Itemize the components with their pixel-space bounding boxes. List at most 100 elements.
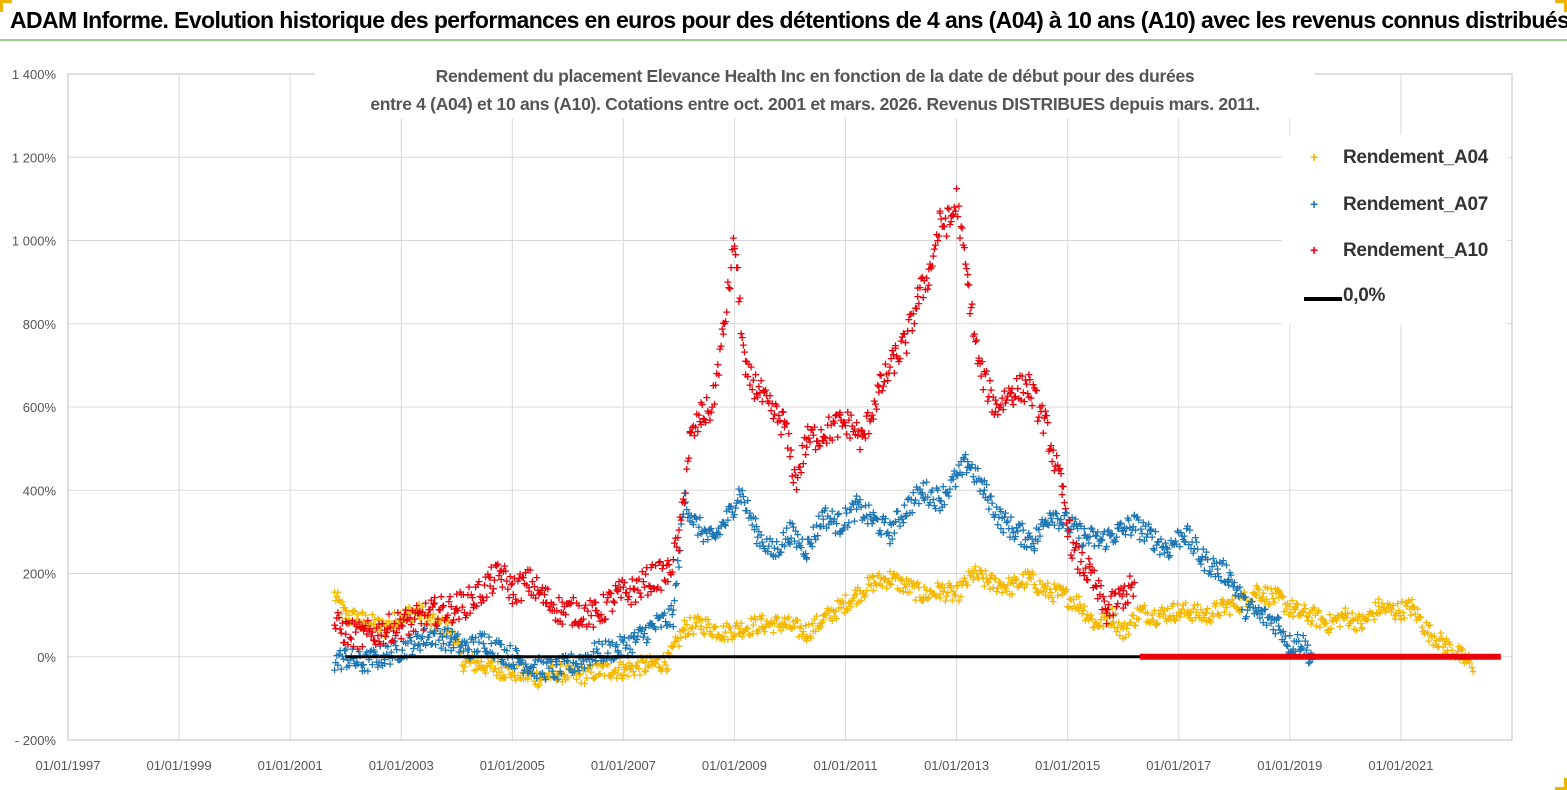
data-point-a10: + [340,636,349,649]
data-point-a10: + [923,283,932,296]
data-point-a07: + [853,496,862,509]
data-point-a04: + [1304,610,1313,623]
data-point-a04: + [1105,610,1114,623]
data-point-a04: + [1465,656,1474,669]
data-point-a10: + [518,571,527,584]
data-point-a04: + [1216,597,1225,610]
data-point-a07: + [809,520,818,533]
data-point-a04: + [347,616,356,629]
data-point-a04: + [474,659,483,672]
data-point-a04: + [400,614,409,627]
data-point-a07: + [1206,568,1215,581]
data-point-a04: + [418,601,427,614]
data-point-a04: + [356,617,365,630]
data-point-a04: + [885,565,894,578]
data-point-a04: + [832,612,841,625]
data-point-a07: + [872,512,881,525]
data-point-a10: + [823,419,832,432]
data-point-a04: + [627,659,636,672]
data-point-a10: + [925,257,934,270]
data-point-a04: + [889,568,898,581]
data-point-a07: + [730,508,739,521]
data-point-a10: + [816,423,825,436]
data-point-a04: + [471,656,480,669]
data-point-a10: + [555,614,564,627]
data-point-a10: + [1092,580,1101,593]
data-point-a10: + [563,597,572,610]
data-point-a04: + [842,602,851,615]
data-point-a04: + [417,607,426,620]
data-point-a07: + [1042,517,1051,530]
data-point-a07: + [450,631,459,644]
data-point-a10: + [1104,598,1113,611]
data-point-a04: + [1155,610,1164,623]
data-point-a10: + [354,615,363,628]
data-point-a04: + [1128,608,1137,621]
data-point-a10: + [998,392,1007,405]
data-point-a07: + [427,638,436,651]
data-point-a04: + [1300,598,1309,611]
data-point-a10: + [1099,590,1108,603]
data-point-a07: + [851,495,860,508]
data-point-a07: + [1210,556,1219,569]
data-point-a07: + [617,648,626,661]
data-point-a10: + [1001,396,1010,409]
data-point-a10: + [332,611,341,624]
data-point-a07: + [1124,514,1133,527]
data-point-a04: + [1154,607,1163,620]
data-point-a04: + [562,660,571,673]
data-point-a04: + [894,570,903,583]
data-point-a07: + [555,665,564,678]
data-point-a07: + [812,519,821,532]
data-point-a04: + [1274,584,1283,597]
data-point-a04: + [902,573,911,586]
data-point-a07: + [821,501,830,514]
data-point-a10: + [891,339,900,352]
data-point-a07: + [568,666,577,679]
data-point-a10: + [799,457,808,470]
data-point-a07: + [862,510,871,523]
data-point-a07: + [1177,530,1186,543]
data-point-a10: + [804,431,813,444]
data-point-a04: + [731,619,740,632]
data-point-a04: + [551,659,560,672]
data-point-a07: + [926,486,935,499]
data-point-a07: + [1044,518,1053,531]
data-point-a10: + [545,604,554,617]
data-point-a10: + [654,556,663,569]
data-point-a04: + [573,664,582,677]
data-point-a04: + [1433,641,1442,654]
data-point-a07: + [1169,537,1178,550]
data-point-a10: + [935,204,944,217]
data-point-a10: + [368,626,377,639]
data-point-a04: + [959,575,968,588]
data-point-a10: + [341,627,350,640]
data-point-a04: + [402,608,411,621]
data-point-a10: + [410,613,419,626]
data-point-a10: + [902,347,911,360]
data-point-a10: + [991,405,1000,418]
data-point-a07: + [334,648,343,661]
data-point-a04: + [1337,608,1346,621]
data-point-a04: + [1001,581,1010,594]
data-point-a10: + [1128,578,1137,591]
data-point-a10: + [1045,443,1054,456]
data-point-a10: + [1065,514,1074,527]
data-point-a04: + [1192,605,1201,618]
data-point-a04: + [1185,606,1194,619]
data-point-a04: + [681,630,690,643]
data-point-a10: + [1009,398,1018,411]
data-point-a10: + [948,209,957,222]
data-point-a04: + [1447,644,1456,657]
data-point-a04: + [1199,607,1208,620]
data-point-a04: + [527,669,536,682]
data-point-a04: + [462,653,471,666]
data-point-a04: + [1341,601,1350,614]
data-point-a04: + [369,618,378,631]
data-point-a04: + [896,574,905,587]
data-point-a04: + [502,659,511,672]
data-point-a04: + [1354,608,1363,621]
data-point-a10: + [1060,496,1069,509]
data-point-a10: + [974,354,983,367]
data-point-a07: + [453,627,462,640]
